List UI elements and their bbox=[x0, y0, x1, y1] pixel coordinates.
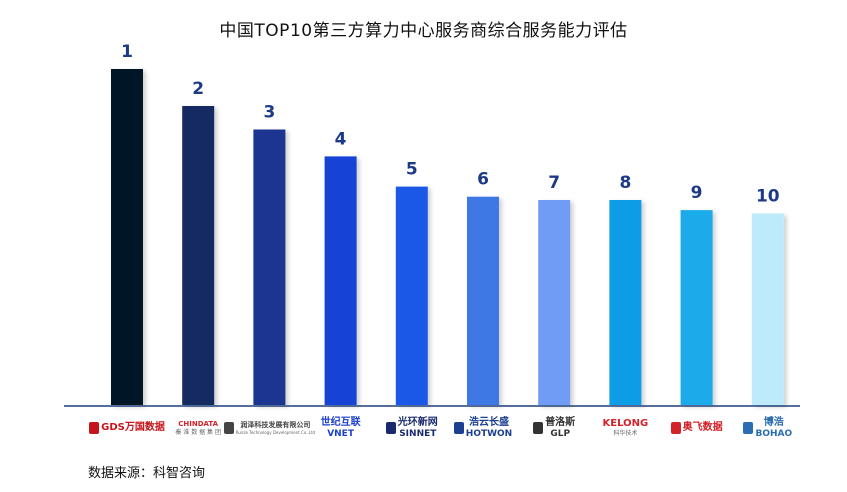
company-logo-name: 奥飞数据 bbox=[682, 422, 723, 433]
company-logo-subtext: HOTWON bbox=[465, 428, 513, 439]
company-logo-subtext: BOHAO bbox=[755, 428, 793, 439]
bar-10 bbox=[751, 213, 784, 405]
company-logo-8: KELONG 科华技术 bbox=[590, 410, 660, 446]
company-logo-name: 博浩 bbox=[763, 416, 784, 428]
company-logo-subtext: 科华技术 bbox=[613, 430, 638, 437]
bar-7 bbox=[538, 200, 571, 405]
bars-group bbox=[111, 69, 784, 405]
company-logo-subtext: 秦 淮 数 据 集 团 bbox=[175, 428, 221, 436]
sinnet-logo-icon bbox=[385, 422, 396, 434]
bar-6 bbox=[467, 196, 499, 405]
data-label-9: 9 bbox=[691, 183, 703, 203]
data-label-5: 5 bbox=[406, 160, 418, 180]
company-logo-9: 奥飞数据 bbox=[662, 410, 732, 446]
company-logo-2: CHINDATA 秦 淮 数 据 集 团 bbox=[163, 410, 233, 446]
data-label-6: 6 bbox=[477, 170, 489, 190]
bar-8 bbox=[609, 200, 642, 405]
data-label-10: 10 bbox=[756, 187, 780, 207]
glp-logo-icon bbox=[533, 422, 544, 434]
company-logo-subtext: Runze Technology Development Co.,Ltd bbox=[235, 429, 316, 435]
company-logo-subtext: VNET bbox=[327, 428, 354, 439]
data-label-4: 4 bbox=[335, 129, 347, 149]
bohao-logo-icon bbox=[743, 422, 754, 434]
data-label-1: 1 bbox=[121, 42, 133, 62]
company-logo-name: 润泽科技发展有限公司 bbox=[240, 420, 311, 429]
hotwon-logo-icon bbox=[453, 422, 464, 434]
bar-5 bbox=[395, 186, 428, 405]
bar-4 bbox=[324, 156, 357, 405]
source-note: 数据来源：科智咨询 bbox=[88, 466, 206, 481]
company-logo-subtext: SINNET bbox=[399, 428, 437, 439]
data-label-8: 8 bbox=[619, 173, 631, 193]
company-logo-6: 浩云长盛 HOTWON bbox=[448, 410, 518, 446]
company-logo-name: GDS万国数据 bbox=[101, 422, 165, 433]
data-label-7: 7 bbox=[548, 173, 560, 193]
bar-9 bbox=[680, 210, 713, 405]
company-logo-3: 润泽科技发展有限公司 Runze Technology Development C… bbox=[223, 410, 315, 446]
company-logo-10: 博浩 BOHAO bbox=[733, 410, 803, 446]
company-logo-7: 普洛斯 GLP bbox=[519, 410, 589, 446]
company-logo-1: GDS万国数据 bbox=[89, 410, 165, 446]
bar-2 bbox=[182, 106, 215, 405]
company-logo-name: 世纪互联 bbox=[320, 416, 361, 428]
company-logo-name: KELONG bbox=[602, 418, 649, 429]
data-labels-group: 1 2 3 4 5 6 7 8 9 10 bbox=[121, 42, 780, 207]
company-logo-name: 普洛斯 bbox=[545, 416, 576, 428]
data-label-3: 3 bbox=[263, 103, 275, 123]
bar-3 bbox=[253, 129, 286, 405]
bar-1 bbox=[111, 69, 143, 405]
company-logo-5: 光环新网 SINNET bbox=[377, 410, 447, 446]
data-label-2: 2 bbox=[192, 79, 204, 99]
company-logo-name: 光环新网 bbox=[397, 416, 438, 428]
runze-logo-icon bbox=[223, 422, 234, 434]
chart-title: 中国TOP10第三方算力中心服务商综合服务能力评估 bbox=[219, 21, 628, 41]
aofei-logo-icon bbox=[670, 422, 681, 434]
company-logo-name: CHINDATA bbox=[178, 419, 219, 428]
company-logo-subtext: GLP bbox=[550, 428, 571, 439]
company-logo-name: 浩云长盛 bbox=[469, 416, 509, 428]
company-logo-4: 世纪互联 VNET bbox=[306, 410, 376, 446]
gds-logo-icon bbox=[89, 422, 100, 434]
